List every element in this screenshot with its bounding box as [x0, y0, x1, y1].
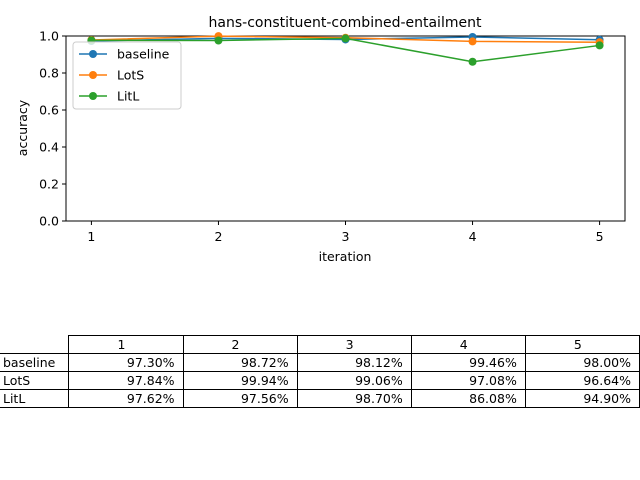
- data-point: [468, 37, 477, 46]
- table-cell: 98.72%: [182, 353, 298, 372]
- y-tick-label: 0.4: [39, 140, 59, 155]
- legend-label: LitL: [117, 89, 139, 104]
- table-column-header: 4: [410, 335, 526, 354]
- table-cell: 86.08%: [410, 389, 526, 408]
- y-axis-label: accuracy: [15, 99, 30, 156]
- legend-marker: [89, 92, 97, 100]
- table-row-label: LotS: [0, 371, 70, 390]
- table-cell: 97.08%: [410, 371, 526, 390]
- table-corner: [0, 336, 69, 354]
- table-cell: 99.46%: [410, 353, 526, 372]
- series-layer: [87, 32, 604, 66]
- table-cell: 97.62%: [68, 389, 184, 408]
- y-tick-label: 1.0: [39, 29, 59, 44]
- table-cell: 97.30%: [68, 353, 184, 372]
- table-row-label: LitL: [0, 389, 70, 408]
- table-cell: 97.56%: [182, 389, 298, 408]
- x-tick-label: 1: [87, 229, 95, 244]
- legend-entry: baseline: [79, 47, 170, 62]
- table-cell: 97.84%: [68, 371, 184, 390]
- table-column-header: 1: [68, 335, 184, 354]
- legend-label: baseline: [117, 47, 170, 62]
- table-column-header: 5: [524, 335, 640, 354]
- table-row: baseline 97.30% 98.72% 98.12% 99.46% 98.00%: [0, 353, 640, 372]
- legend-marker: [89, 50, 97, 58]
- table-cell: 94.90%: [524, 389, 640, 408]
- data-table: 1 2 3 4 5 baseline 97.30% 98.72% 98.12% 99.46% 98.…: [0, 335, 640, 408]
- x-axis-label: iteration: [319, 249, 372, 264]
- table-cell: 98.12%: [296, 353, 412, 372]
- table-row-label: baseline: [0, 353, 70, 372]
- line-chart: hans-constituent-combined-entailment 0.0…: [15, 15, 626, 264]
- table-cell: 99.94%: [182, 371, 298, 390]
- x-tick-label: 5: [596, 229, 604, 244]
- data-point: [468, 57, 477, 66]
- chart-title: hans-constituent-combined-entailment: [209, 15, 482, 31]
- legend-entry: LitL: [79, 89, 139, 104]
- legend-label: LotS: [117, 68, 144, 83]
- y-axis: 0.0 0.2 0.4 0.6 0.8 1.0: [39, 29, 66, 229]
- legend-box: [72, 41, 182, 110]
- x-axis: 1 2 3 4 5: [87, 221, 604, 244]
- x-tick-label: 4: [469, 229, 477, 244]
- table-cell: 96.64%: [524, 371, 640, 390]
- x-tick-label: 2: [214, 229, 222, 244]
- y-tick-label: 0.0: [39, 214, 59, 229]
- legend-entry: LotS: [79, 68, 144, 83]
- y-tick-label: 0.8: [39, 66, 59, 81]
- data-point: [595, 41, 604, 50]
- table-column-header: 2: [182, 335, 298, 354]
- data-point: [341, 34, 350, 43]
- table-column-header: 3: [296, 335, 412, 354]
- legend: baseline LotS LitL: [72, 41, 182, 110]
- table-cell: 98.00%: [524, 353, 640, 372]
- x-tick-label: 3: [342, 229, 350, 244]
- y-tick-label: 0.6: [39, 103, 59, 118]
- table-row: LitL 97.62% 97.56% 98.70% 86.08% 94.90%: [0, 389, 640, 408]
- data-point: [214, 36, 223, 45]
- table-cell: 98.70%: [296, 389, 412, 408]
- legend-marker: [89, 71, 97, 79]
- table-cell: 99.06%: [296, 371, 412, 390]
- y-tick-label: 0.2: [39, 177, 59, 192]
- table-row: LotS 97.84% 99.94% 99.06% 97.08% 96.64%: [0, 371, 640, 390]
